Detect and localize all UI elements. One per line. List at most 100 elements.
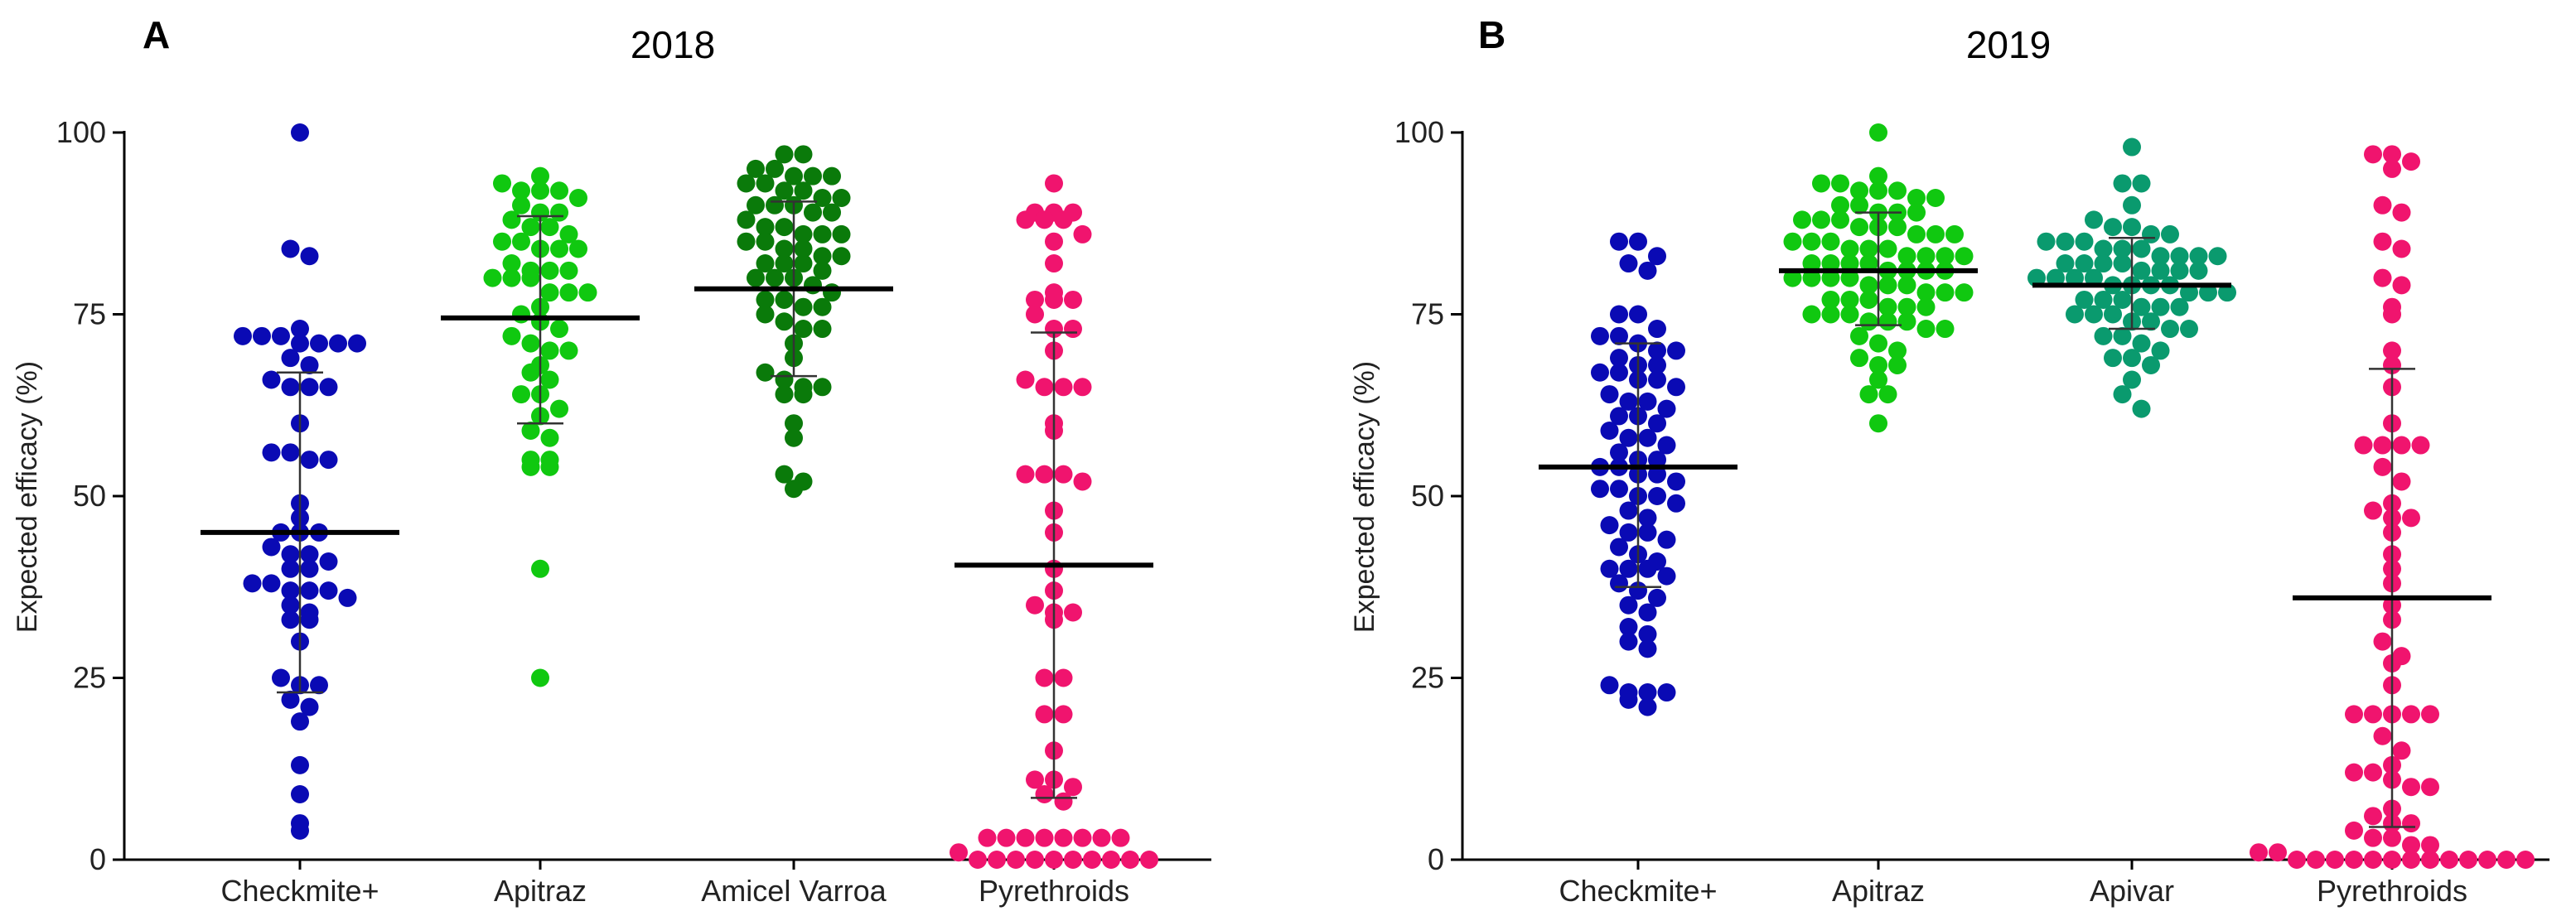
- data-point: [775, 465, 794, 484]
- data-point: [1064, 603, 1082, 622]
- data-point: [794, 181, 813, 200]
- data-point: [291, 320, 309, 339]
- data-point: [1907, 203, 1926, 222]
- data-point: [1936, 320, 1955, 339]
- data-point: [2392, 741, 2411, 760]
- data-point: [1016, 210, 1035, 229]
- data-point: [2151, 247, 2170, 266]
- data-point: [785, 414, 803, 433]
- data-point: [2250, 843, 2268, 862]
- data-point: [329, 334, 347, 353]
- data-point: [1859, 276, 1878, 295]
- x-tick-label: Checkmite+: [220, 874, 379, 908]
- data-point: [1016, 828, 1035, 847]
- panel-letter-b: B: [1478, 13, 1505, 56]
- data-point: [2199, 283, 2217, 302]
- data-point: [775, 181, 794, 200]
- data-point: [1629, 232, 1647, 251]
- data-point: [1812, 174, 1830, 193]
- data-point: [300, 247, 319, 266]
- data-point: [1619, 595, 1638, 615]
- data-point: [1850, 218, 1868, 237]
- data-point: [281, 545, 300, 564]
- data-point: [1840, 268, 1859, 287]
- data-point: [1121, 851, 1139, 869]
- data-point: [823, 166, 841, 186]
- data-point: [832, 247, 851, 266]
- data-point: [1026, 770, 1044, 789]
- data-point: [531, 166, 549, 186]
- data-point: [2132, 239, 2151, 258]
- data-point: [832, 224, 851, 243]
- data-point: [502, 210, 521, 229]
- data-point: [1638, 392, 1657, 411]
- y-axis-label-a: Expected efficacy (%): [12, 361, 43, 633]
- data-point: [2075, 290, 2094, 309]
- data-point: [1054, 792, 1073, 811]
- data-point: [2402, 509, 2420, 528]
- data-point: [1026, 305, 1044, 324]
- panel-title-b: 2019: [1966, 23, 2051, 66]
- data-point: [1054, 828, 1073, 847]
- data-point: [502, 326, 521, 345]
- data-point: [1619, 632, 1638, 651]
- series-apitraz: [441, 166, 640, 687]
- data-point: [1907, 224, 1926, 243]
- data-point: [300, 355, 319, 374]
- data-point: [804, 166, 822, 186]
- data-point: [794, 145, 813, 164]
- data-point: [281, 610, 300, 629]
- data-point: [493, 232, 511, 251]
- data-point: [1907, 189, 1926, 208]
- data-point: [1657, 399, 1676, 418]
- data-point: [775, 239, 794, 258]
- data-point: [1916, 297, 1936, 316]
- data-point: [1600, 385, 1619, 404]
- data-point: [1054, 465, 1073, 484]
- data-point: [1859, 290, 1878, 309]
- data-point: [1045, 232, 1063, 251]
- data-point: [2421, 851, 2439, 869]
- data-point: [2218, 283, 2236, 302]
- data-point: [2151, 261, 2170, 280]
- data-point: [2269, 843, 2287, 862]
- data-point: [2383, 305, 2401, 324]
- data-point: [775, 290, 794, 309]
- data-point: [823, 203, 841, 222]
- panel-title-a: 2018: [631, 23, 715, 66]
- data-point: [1831, 210, 1849, 229]
- data-point: [2094, 254, 2113, 273]
- data-point: [2402, 814, 2420, 833]
- data-point: [2373, 436, 2392, 455]
- data-point: [1869, 370, 1887, 389]
- data-point: [2373, 726, 2392, 745]
- data-point: [521, 457, 540, 476]
- series-pyrethroids: [950, 174, 1158, 869]
- data-point: [281, 378, 300, 397]
- data-point: [1083, 851, 1101, 869]
- data-point: [756, 232, 775, 251]
- data-point: [1007, 851, 1025, 869]
- data-point: [1054, 210, 1073, 229]
- data-point: [1831, 195, 1849, 215]
- data-point: [1016, 465, 1035, 484]
- data-point: [1054, 668, 1073, 687]
- data-point: [1610, 232, 1628, 251]
- data-point: [2085, 305, 2103, 324]
- data-point: [1638, 428, 1657, 447]
- data-point: [502, 254, 521, 273]
- data-point: [559, 261, 578, 280]
- series-pyrethroids: [2250, 145, 2535, 869]
- data-point: [794, 320, 813, 339]
- data-point: [2132, 399, 2151, 418]
- data-point: [1821, 290, 1840, 309]
- data-point: [1035, 668, 1054, 687]
- data-point: [1045, 290, 1063, 309]
- data-point: [813, 261, 832, 280]
- y-tick-label: 25: [1411, 661, 1444, 695]
- data-point: [540, 370, 559, 389]
- data-point: [512, 195, 530, 215]
- data-point: [775, 254, 794, 273]
- data-point: [1840, 254, 1859, 273]
